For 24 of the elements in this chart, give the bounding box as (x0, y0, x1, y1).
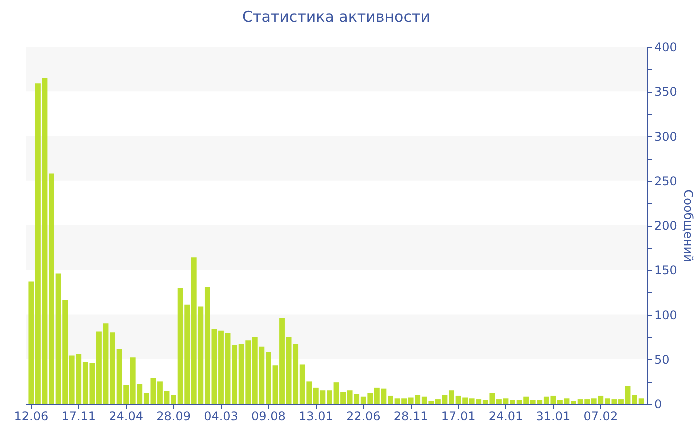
y-tick-label: 200 (654, 219, 678, 233)
y-axis-title: Сообщений (681, 190, 696, 262)
y-tick-label: 150 (654, 264, 678, 278)
x-tick-label: 07.02 (584, 410, 618, 424)
x-tick-label: 04.03 (204, 410, 238, 424)
x-tick-label: 09.08 (252, 410, 286, 424)
y-tick-label: 50 (654, 352, 670, 367)
chart-title: Статистика активности (242, 8, 430, 26)
y-tick-label: 350 (654, 85, 678, 100)
y-tick-label: 400 (654, 40, 678, 54)
y-tick-label: 100 (654, 308, 678, 322)
y-tick-label: 250 (654, 174, 678, 188)
x-tick-label: 17.11 (62, 410, 96, 424)
x-tick-label: 28.09 (156, 410, 191, 424)
x-tick-label: 28.11 (394, 410, 428, 424)
x-tick-label: 12.06 (14, 410, 49, 424)
y-tick-label: 0 (654, 398, 662, 412)
x-tick-label: 24.04 (109, 410, 144, 424)
x-tick-label: 22.06 (346, 410, 381, 424)
x-tick-label: 24.01 (488, 410, 524, 424)
x-tick-label: 17.01 (441, 410, 476, 424)
x-tick-label: 31.01 (536, 410, 571, 424)
x-tick-label: 13.01 (298, 410, 334, 424)
y-tick-label: 300 (654, 130, 678, 144)
